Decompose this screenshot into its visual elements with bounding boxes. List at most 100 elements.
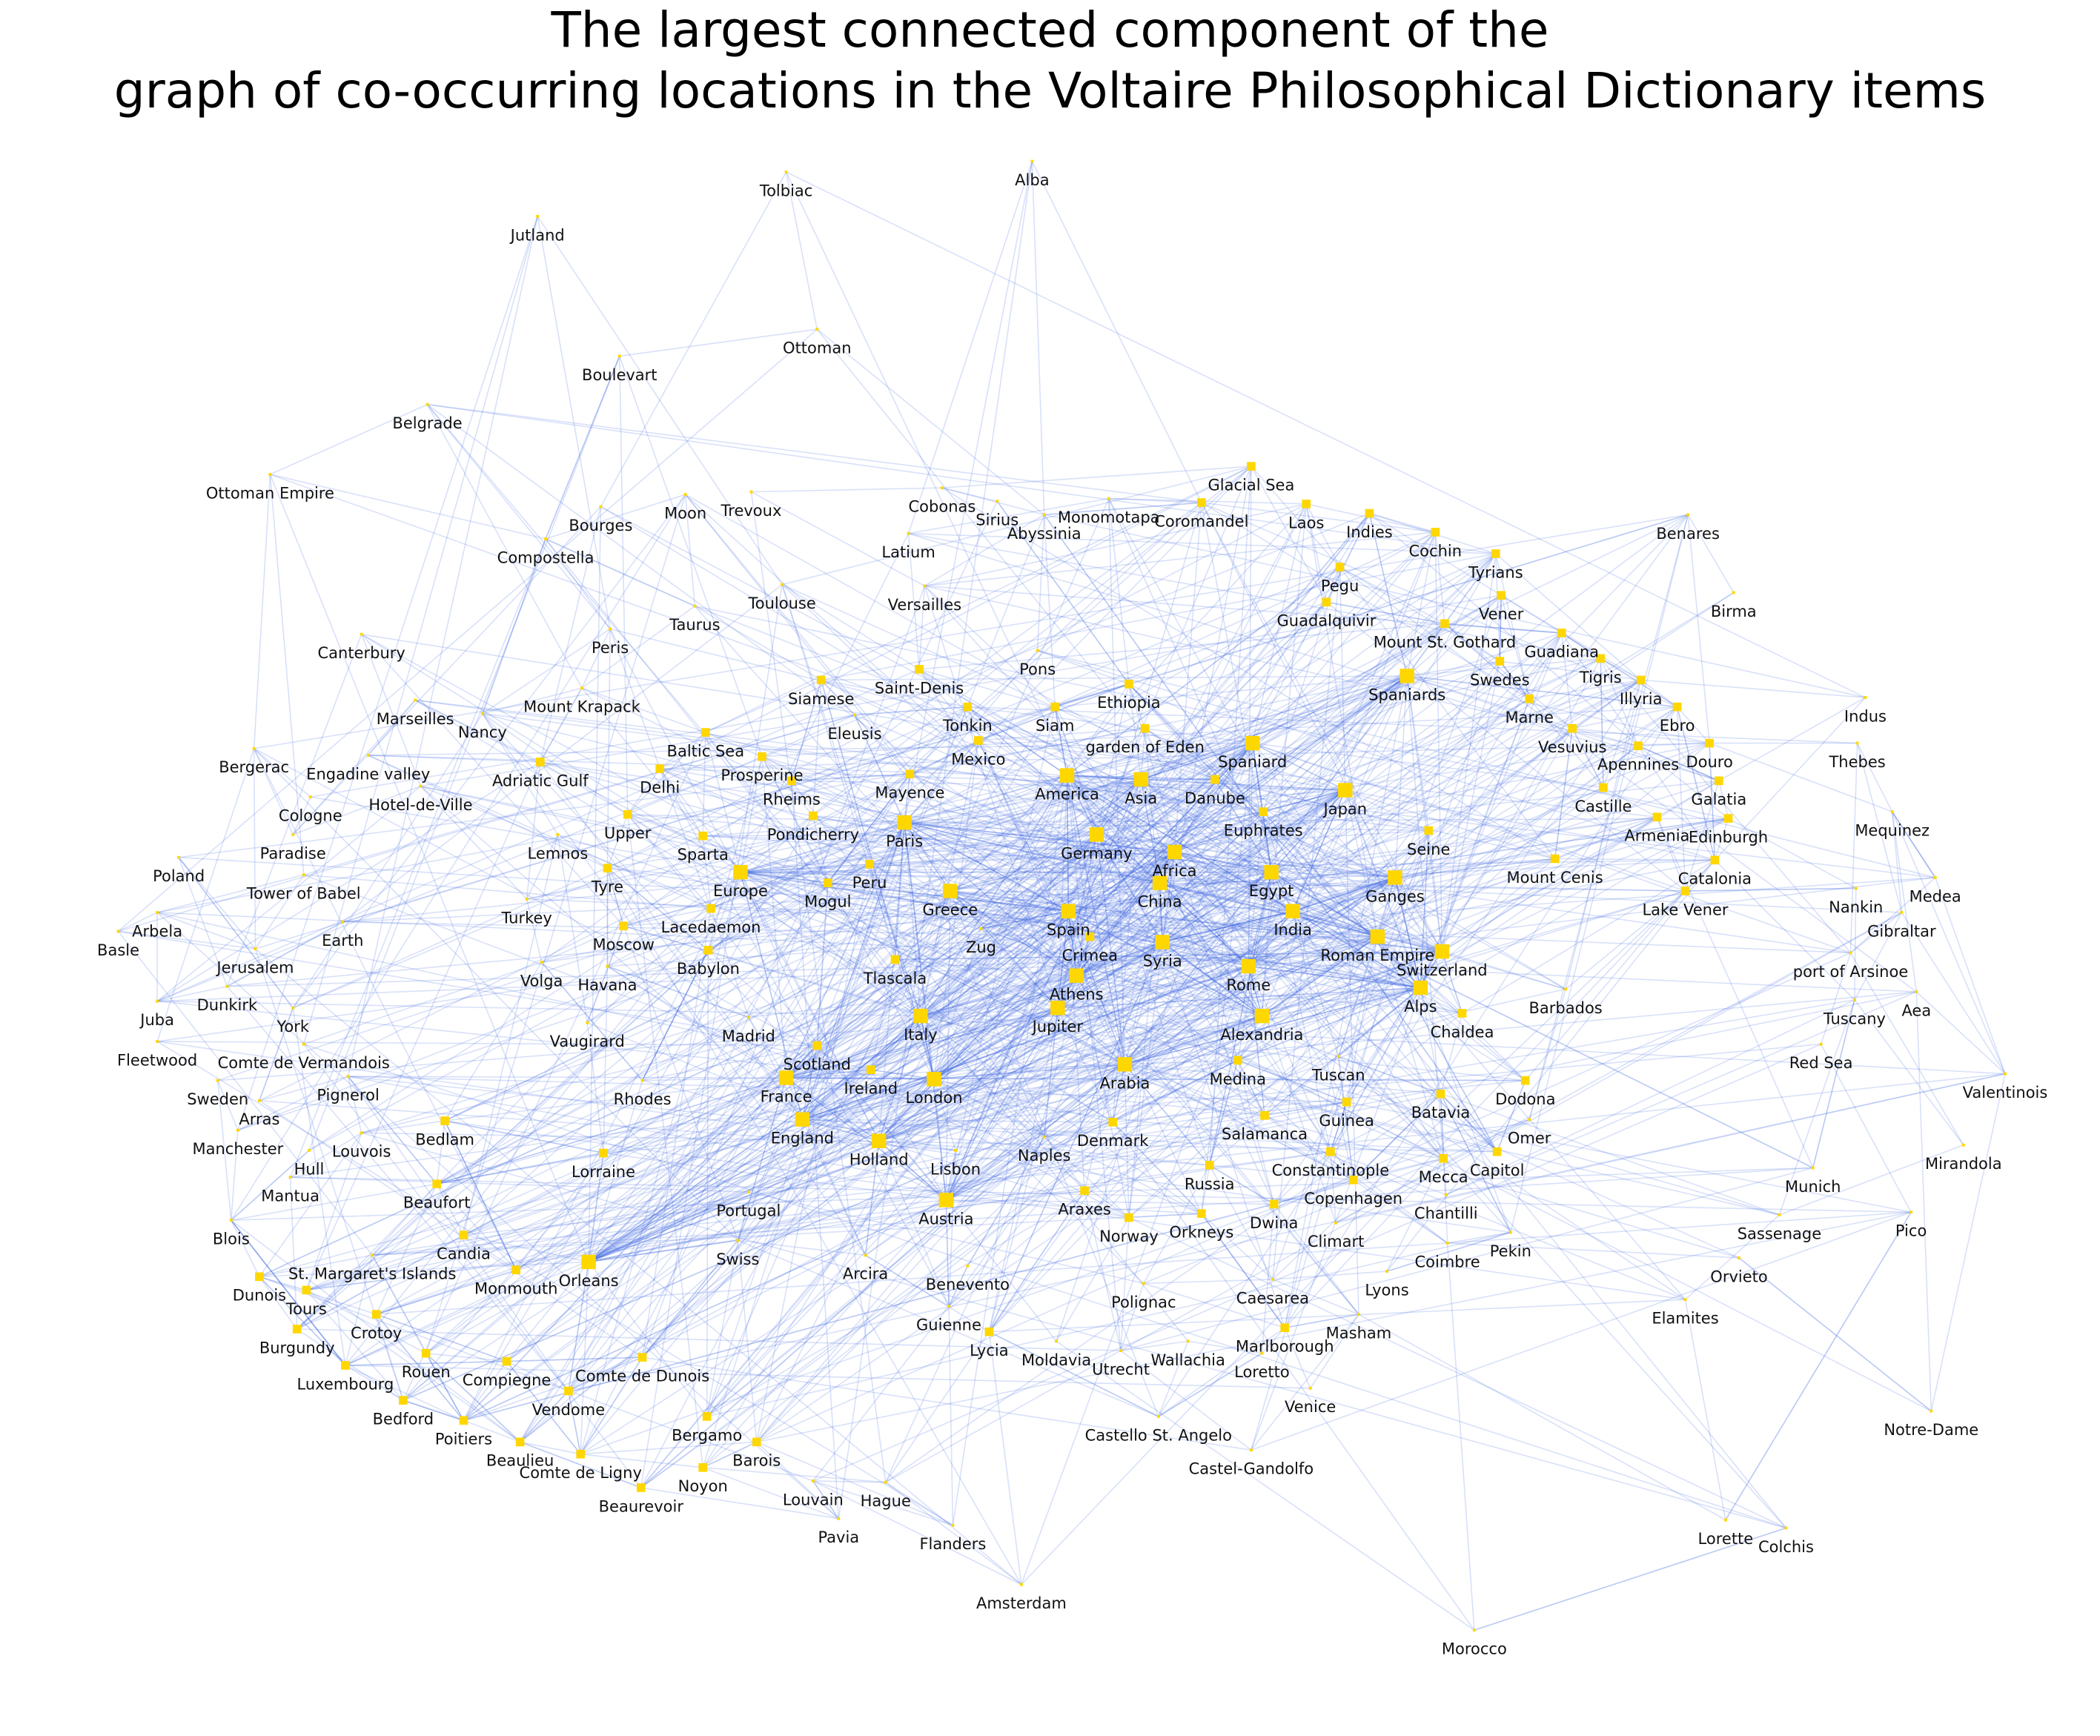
graph-edge — [1714, 697, 1867, 861]
graph-edge — [1124, 1064, 1210, 1166]
graph-node — [1434, 944, 1450, 959]
graph-edge — [1442, 950, 1566, 990]
graph-edge — [812, 1480, 839, 1520]
graph-edge — [1067, 775, 1396, 878]
graph-edge — [904, 775, 1067, 824]
graph-edge — [821, 679, 968, 708]
graph-edge — [1090, 935, 1163, 943]
graph-edge — [1709, 743, 1716, 861]
graph-edge — [118, 912, 158, 932]
graph-node — [853, 713, 857, 717]
graph-node — [1302, 500, 1311, 508]
graph-node — [255, 1272, 264, 1282]
graph-edge — [786, 778, 1142, 1079]
graph-edge — [1174, 851, 1442, 953]
graph-edge — [1068, 910, 1421, 989]
graph-edge — [1251, 743, 1265, 812]
graph-edge — [904, 789, 1345, 824]
graph-edge — [1339, 566, 1445, 624]
graph-edge — [1067, 910, 1262, 1017]
graph-edge — [425, 910, 1069, 1354]
node-label: Guadiana — [1524, 643, 1599, 660]
graph-edge — [933, 789, 1346, 1080]
graph-edge — [157, 912, 1917, 993]
graph-edge — [1339, 567, 1346, 791]
node-label: Syria — [1143, 952, 1182, 970]
graph-edge — [904, 821, 1097, 835]
graph-edge — [588, 1140, 880, 1263]
graph-edge — [801, 822, 905, 1120]
graph-node — [254, 947, 257, 950]
graph-edge — [1272, 1270, 1388, 1280]
graph-edge — [812, 1305, 950, 1482]
graph-edge — [1201, 743, 1253, 1214]
node-label: Scotland — [784, 1056, 851, 1073]
graph-node — [1457, 1009, 1467, 1018]
graph-edge — [821, 679, 855, 716]
graph-edge — [708, 675, 1408, 951]
graph-edge — [1407, 675, 1677, 708]
graph-node — [1338, 783, 1353, 798]
graph-edge — [627, 768, 660, 815]
graph-edge — [1687, 514, 1710, 743]
graph-edge — [1096, 834, 1294, 912]
graph-edge — [227, 950, 1442, 987]
graph-edge — [1096, 778, 1216, 835]
node-label: Valentinois — [1963, 1084, 2048, 1101]
node-label: Hague — [861, 1492, 911, 1510]
graph-edge — [802, 1059, 1238, 1121]
graph-edge — [1143, 1158, 1444, 1285]
graph-edge — [1054, 706, 1068, 776]
graph-edge — [978, 740, 1070, 912]
graph-edge — [420, 785, 1249, 967]
graph-edge — [541, 961, 643, 1081]
graph-edge — [557, 834, 589, 1023]
graph-node — [1030, 159, 1034, 163]
graph-node — [371, 1253, 374, 1257]
graph-edge — [904, 822, 935, 1079]
node-label: Capitol — [1470, 1162, 1525, 1179]
graph-node — [291, 1006, 295, 1010]
graph-edge — [802, 1119, 879, 1142]
graph-edge — [1271, 829, 1429, 873]
graph-edge — [308, 871, 741, 1151]
graph-edge — [254, 874, 305, 950]
graph-edge — [303, 1044, 642, 1488]
graph-edge — [1554, 858, 1715, 861]
graph-edge — [292, 796, 311, 835]
graph-edge — [827, 773, 911, 884]
graph-edge — [1264, 1101, 1347, 1116]
node-label: Rouen — [402, 1363, 451, 1381]
node-label: Tours — [285, 1300, 327, 1318]
graph-edge — [463, 1077, 786, 1236]
graph-edge — [1292, 910, 1378, 938]
graph-node — [1550, 854, 1560, 864]
graph-edge — [557, 834, 1239, 1061]
graph-node — [1652, 812, 1662, 822]
graph-edge — [706, 829, 1429, 1417]
graph-edge — [1271, 657, 1601, 873]
graph-edge — [791, 781, 840, 1519]
graph-edge — [640, 1487, 839, 1520]
graph-edge — [463, 789, 1346, 1421]
chart-title: The largest connected component of the g… — [0, 0, 2100, 122]
graph-edge — [537, 216, 611, 629]
graph-edge — [1208, 1060, 1239, 1166]
graph-edge — [1159, 882, 1442, 953]
graph-edge — [619, 356, 763, 757]
graph-node — [966, 1264, 970, 1268]
graph-edge — [588, 1239, 738, 1263]
graph-edge — [878, 1079, 935, 1142]
graph-edge — [368, 755, 712, 910]
graph-edge — [361, 633, 1345, 791]
graph-edge — [1330, 1101, 1348, 1152]
graph-node — [733, 864, 748, 880]
graph-edge — [1500, 594, 1530, 699]
graph-edge — [305, 1133, 362, 1291]
graph-edge — [685, 494, 1262, 1017]
graph-edge — [1128, 883, 1161, 1218]
graph-edge — [1066, 775, 1161, 884]
graph-edge — [425, 1353, 521, 1442]
graph-node — [2004, 1072, 2007, 1076]
graph-edge — [945, 779, 1142, 1201]
